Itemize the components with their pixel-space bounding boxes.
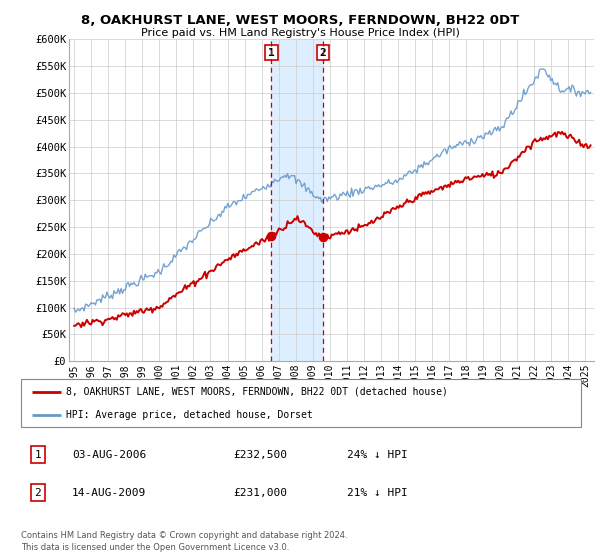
Text: £231,000: £231,000	[233, 488, 287, 498]
Text: 1: 1	[268, 48, 275, 58]
Text: 8, OAKHURST LANE, WEST MOORS, FERNDOWN, BH22 0DT: 8, OAKHURST LANE, WEST MOORS, FERNDOWN, …	[81, 14, 519, 27]
Text: Price paid vs. HM Land Registry's House Price Index (HPI): Price paid vs. HM Land Registry's House …	[140, 28, 460, 38]
Text: This data is licensed under the Open Government Licence v3.0.: This data is licensed under the Open Gov…	[21, 543, 289, 552]
Text: 1: 1	[34, 450, 41, 460]
Text: 8, OAKHURST LANE, WEST MOORS, FERNDOWN, BH22 0DT (detached house): 8, OAKHURST LANE, WEST MOORS, FERNDOWN, …	[66, 386, 448, 396]
Text: £232,500: £232,500	[233, 450, 287, 460]
Text: 03-AUG-2006: 03-AUG-2006	[72, 450, 146, 460]
Text: 21% ↓ HPI: 21% ↓ HPI	[347, 488, 407, 498]
Text: HPI: Average price, detached house, Dorset: HPI: Average price, detached house, Dors…	[66, 410, 313, 420]
Text: 24% ↓ HPI: 24% ↓ HPI	[347, 450, 407, 460]
Text: 2: 2	[320, 48, 326, 58]
Text: 2: 2	[34, 488, 41, 498]
Bar	[271, 39, 323, 361]
FancyBboxPatch shape	[21, 379, 581, 427]
Text: Contains HM Land Registry data © Crown copyright and database right 2024.: Contains HM Land Registry data © Crown c…	[21, 531, 347, 540]
Point	[266, 232, 276, 241]
Point	[319, 233, 328, 242]
Text: 14-AUG-2009: 14-AUG-2009	[72, 488, 146, 498]
